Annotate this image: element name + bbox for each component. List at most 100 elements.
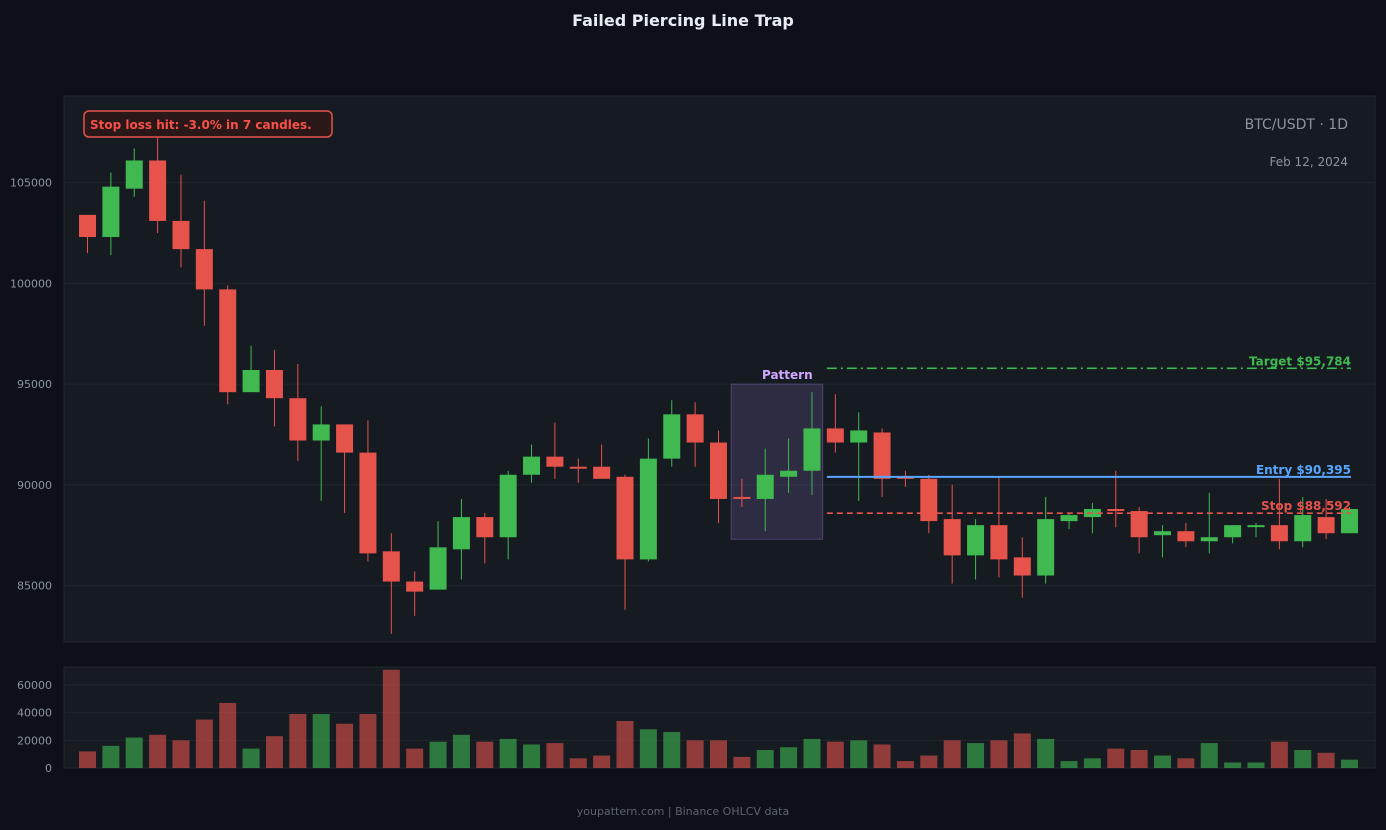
volume-bars	[79, 669, 1358, 768]
candle-body	[102, 186, 120, 238]
volume-bar	[79, 751, 96, 768]
candle	[593, 444, 611, 479]
candle	[1270, 478, 1288, 550]
candle-body	[1294, 515, 1312, 542]
candle-body	[1060, 515, 1078, 522]
candle-body	[850, 430, 868, 443]
price-tick-label: 100000	[10, 277, 52, 290]
entry-label: Entry $90,395	[1256, 463, 1351, 477]
candle-body	[289, 398, 307, 441]
candle	[709, 430, 727, 524]
price-tick-label: 85000	[17, 580, 52, 593]
candle-body	[499, 474, 517, 538]
candle	[756, 448, 774, 532]
volume-bar	[102, 745, 120, 768]
volume-bar	[1317, 752, 1335, 768]
candle-body	[546, 456, 564, 467]
candle	[1317, 498, 1335, 540]
candle	[359, 420, 377, 562]
volume-bar	[149, 734, 167, 768]
volume-bar	[265, 736, 283, 768]
volume-bar	[943, 740, 961, 768]
candle-body	[733, 496, 751, 499]
volume-bar	[195, 719, 213, 768]
volume-bar	[499, 738, 517, 768]
volume-bar	[873, 744, 891, 768]
candle	[990, 476, 1008, 578]
candle	[242, 345, 260, 393]
volume-bar	[289, 714, 307, 768]
candle-body	[663, 414, 681, 459]
volume-bar	[1130, 750, 1148, 768]
candle-body	[1177, 531, 1195, 542]
stop-label: Stop $88,592	[1261, 499, 1351, 513]
candle	[1340, 507, 1358, 534]
candle	[289, 363, 307, 461]
volume-bar	[242, 748, 260, 768]
candle-body	[709, 442, 727, 499]
volume-tick-label: 40000	[17, 707, 52, 720]
candle	[1154, 525, 1172, 558]
volume-bar	[686, 740, 704, 768]
candle-body	[265, 370, 283, 399]
volume-bar	[429, 741, 447, 768]
footer-credit: youpattern.com | Binance OHLCV data	[577, 805, 789, 818]
candle	[79, 214, 96, 254]
volume-bar	[125, 737, 143, 768]
candle	[1224, 525, 1242, 544]
candle	[546, 422, 564, 479]
volume-bar	[1060, 761, 1078, 768]
price-tick-label: 105000	[10, 177, 52, 190]
candle-body	[452, 517, 470, 550]
volume-bar	[359, 714, 377, 768]
price-axis-ticks: 85000 90000 95000 100000 105000	[10, 177, 52, 593]
candle-body	[523, 456, 541, 475]
volume-bar	[312, 714, 330, 768]
volume-bar	[803, 738, 821, 768]
candle	[967, 519, 985, 580]
candle-body	[593, 466, 611, 479]
candle-body	[780, 470, 798, 477]
volume-bar	[406, 748, 424, 768]
volume-bar	[733, 756, 751, 768]
candle-body	[359, 452, 377, 554]
candle-body	[1317, 517, 1335, 534]
candle	[639, 438, 657, 562]
volume-bar	[850, 740, 868, 768]
volume-bar	[990, 740, 1008, 768]
price-tick-label: 95000	[17, 378, 52, 391]
candle-body	[967, 525, 985, 556]
volume-bar	[1177, 758, 1195, 768]
candle-body	[79, 214, 96, 238]
volume-bar	[756, 750, 774, 768]
date-label: Feb 12, 2024	[1270, 155, 1349, 169]
candle-body	[195, 249, 213, 290]
candle-body	[1013, 557, 1031, 576]
volume-bar	[1340, 759, 1358, 768]
volume-bar	[546, 743, 564, 768]
volume-tick-label: 60000	[17, 679, 52, 692]
volume-bar	[709, 740, 727, 768]
candle	[1013, 537, 1031, 598]
volume-axis-ticks: 0 20000 40000 60000	[17, 679, 52, 775]
volume-tick-label: 0	[45, 762, 52, 775]
candle	[499, 470, 517, 560]
candle	[803, 392, 821, 495]
candle-body	[756, 474, 774, 499]
candle-body	[569, 466, 587, 469]
volume-bar	[1200, 743, 1218, 768]
volume-bar	[1037, 738, 1055, 768]
candle-body	[1130, 511, 1148, 538]
candle	[1294, 496, 1312, 548]
volume-bar	[523, 744, 541, 768]
candle-body	[990, 525, 1008, 560]
candle-body	[125, 160, 143, 189]
candle	[1060, 513, 1078, 530]
volume-bar	[780, 747, 798, 768]
candle-body	[1200, 537, 1218, 542]
status-badge-text: Stop loss hit: -3.0% in 7 candles.	[90, 118, 312, 132]
candle-body	[429, 547, 447, 590]
candle	[1107, 470, 1125, 528]
symbol-label: BTC/USDT · 1D	[1245, 117, 1348, 133]
